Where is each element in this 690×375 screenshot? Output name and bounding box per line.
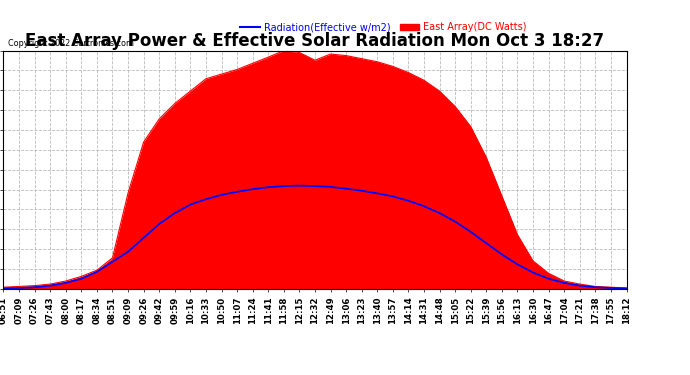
Legend: Radiation(Effective w/m2), East Array(DC Watts): Radiation(Effective w/m2), East Array(DC…	[237, 19, 531, 36]
Title: East Array Power & Effective Solar Radiation Mon Oct 3 18:27: East Array Power & Effective Solar Radia…	[26, 33, 604, 51]
Text: Copyright 2022 Cartronics.com: Copyright 2022 Cartronics.com	[8, 39, 135, 48]
